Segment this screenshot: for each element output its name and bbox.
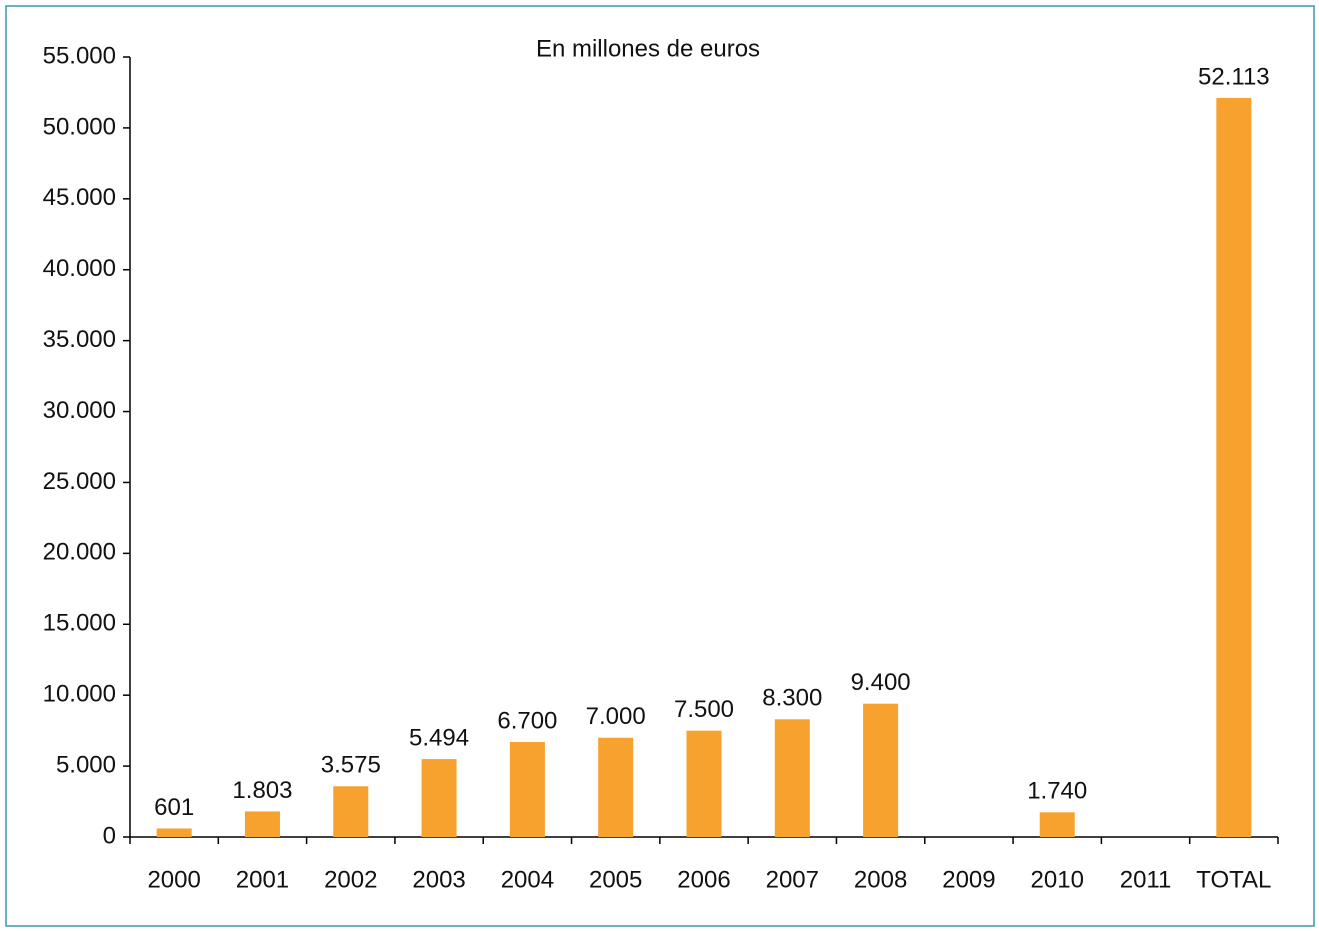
bar — [333, 786, 369, 837]
value-label: 1.803 — [232, 777, 292, 804]
y-tick-label: 50.000 — [43, 113, 116, 140]
chart-title: En millones de euros — [536, 35, 760, 62]
value-label: 9.400 — [851, 669, 911, 696]
bar — [598, 737, 634, 837]
bar — [509, 741, 545, 837]
x-tick-label: 2006 — [677, 866, 730, 893]
frame — [5, 5, 1315, 927]
value-label: 1.740 — [1027, 778, 1087, 805]
x-tick-label: 2008 — [854, 866, 907, 893]
bar — [421, 759, 457, 837]
y-tick-label: 30.000 — [43, 397, 116, 424]
y-tick-label: 45.000 — [43, 184, 116, 211]
x-tick-label: 2007 — [766, 866, 819, 893]
y-tick-label: 40.000 — [43, 255, 116, 282]
bar — [1039, 812, 1075, 837]
x-tick-label: 2004 — [501, 866, 554, 893]
value-label: 6.700 — [497, 707, 557, 734]
y-tick-label: 0 — [103, 822, 116, 849]
value-label: 5.494 — [409, 724, 469, 751]
x-tick-label: 2005 — [589, 866, 642, 893]
value-label: 7.000 — [586, 703, 646, 730]
y-tick-label: 55.000 — [43, 42, 116, 69]
value-label: 601 — [154, 794, 194, 821]
value-label: 8.300 — [762, 685, 822, 712]
x-tick-label: 2000 — [147, 866, 200, 893]
bar — [686, 730, 722, 837]
bar — [156, 828, 192, 837]
x-tick-label: 2001 — [236, 866, 289, 893]
y-tick-label: 35.000 — [43, 326, 116, 353]
x-tick-label: TOTAL — [1196, 866, 1271, 893]
bar — [774, 719, 810, 837]
y-tick-label: 10.000 — [43, 681, 116, 708]
value-label: 52.113 — [1198, 63, 1270, 90]
y-tick-label: 25.000 — [43, 468, 116, 495]
value-label: 3.575 — [321, 752, 381, 779]
y-tick-label: 20.000 — [43, 539, 116, 566]
bar — [1216, 97, 1252, 837]
bar — [863, 703, 899, 837]
y-tick-label: 5.000 — [56, 751, 116, 778]
x-tick-label: 2009 — [942, 866, 995, 893]
x-tick-label: 2003 — [412, 866, 465, 893]
value-label: 7.500 — [674, 696, 734, 723]
bar — [244, 811, 280, 837]
x-tick-label: 2011 — [1120, 866, 1172, 893]
x-tick-label: 2002 — [324, 866, 377, 893]
x-tick-label: 2010 — [1031, 866, 1084, 893]
y-tick-label: 15.000 — [43, 610, 116, 637]
